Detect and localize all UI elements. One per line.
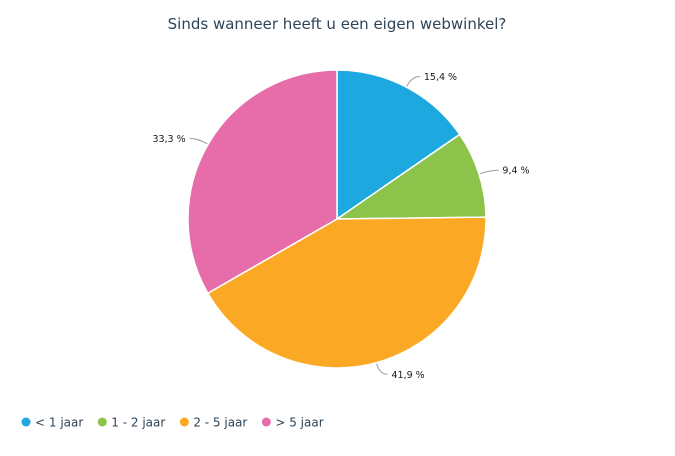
legend-label: 2 - 5 jaar <box>193 416 247 430</box>
legend-item-5-jaar[interactable]: > 5 jaar <box>261 416 324 430</box>
pie-slices <box>187 69 487 369</box>
leader-line-2-5-jaar <box>376 363 388 375</box>
legend-label: < 1 jaar <box>35 416 83 430</box>
legend-item-1-2-jaar[interactable]: 1 - 2 jaar <box>97 416 166 430</box>
pie-slice-5-jaar <box>187 69 338 295</box>
legend-marker <box>97 417 107 427</box>
legend-marker <box>21 417 31 427</box>
legend-label: 1 - 2 jaar <box>111 416 165 430</box>
pie-slice-1-jaar <box>336 69 461 221</box>
data-label-1-jaar: 15,4 % <box>424 72 457 83</box>
data-label-5-jaar: 33,3 % <box>152 134 185 145</box>
chart-title: Sinds wanneer heeft u een eigen webwinke… <box>168 15 507 33</box>
data-labels: 15,4 % 9,4 % 41,9 % 33,3 % <box>152 72 529 381</box>
leader-line-1-2-jaar <box>479 169 499 175</box>
data-label-1-2-jaar: 9,4 % <box>502 166 529 177</box>
leader-line-1-jaar <box>406 75 420 87</box>
legend-item-1-jaar[interactable]: < 1 jaar <box>21 416 84 430</box>
pie-slice-2-5-jaar <box>206 216 487 369</box>
leader-line-5-jaar <box>189 137 208 145</box>
legend-label: > 5 jaar <box>275 416 323 430</box>
data-label-2-5-jaar: 41,9 % <box>391 370 424 381</box>
legend-item-2-5-jaar[interactable]: 2 - 5 jaar <box>179 416 248 430</box>
legend-marker <box>179 417 189 427</box>
legend: < 1 jaar 1 - 2 jaar 2 - 5 jaar > 5 jaar <box>21 416 324 430</box>
pie-slice-1-2-jaar <box>334 133 487 220</box>
legend-marker <box>261 417 271 427</box>
